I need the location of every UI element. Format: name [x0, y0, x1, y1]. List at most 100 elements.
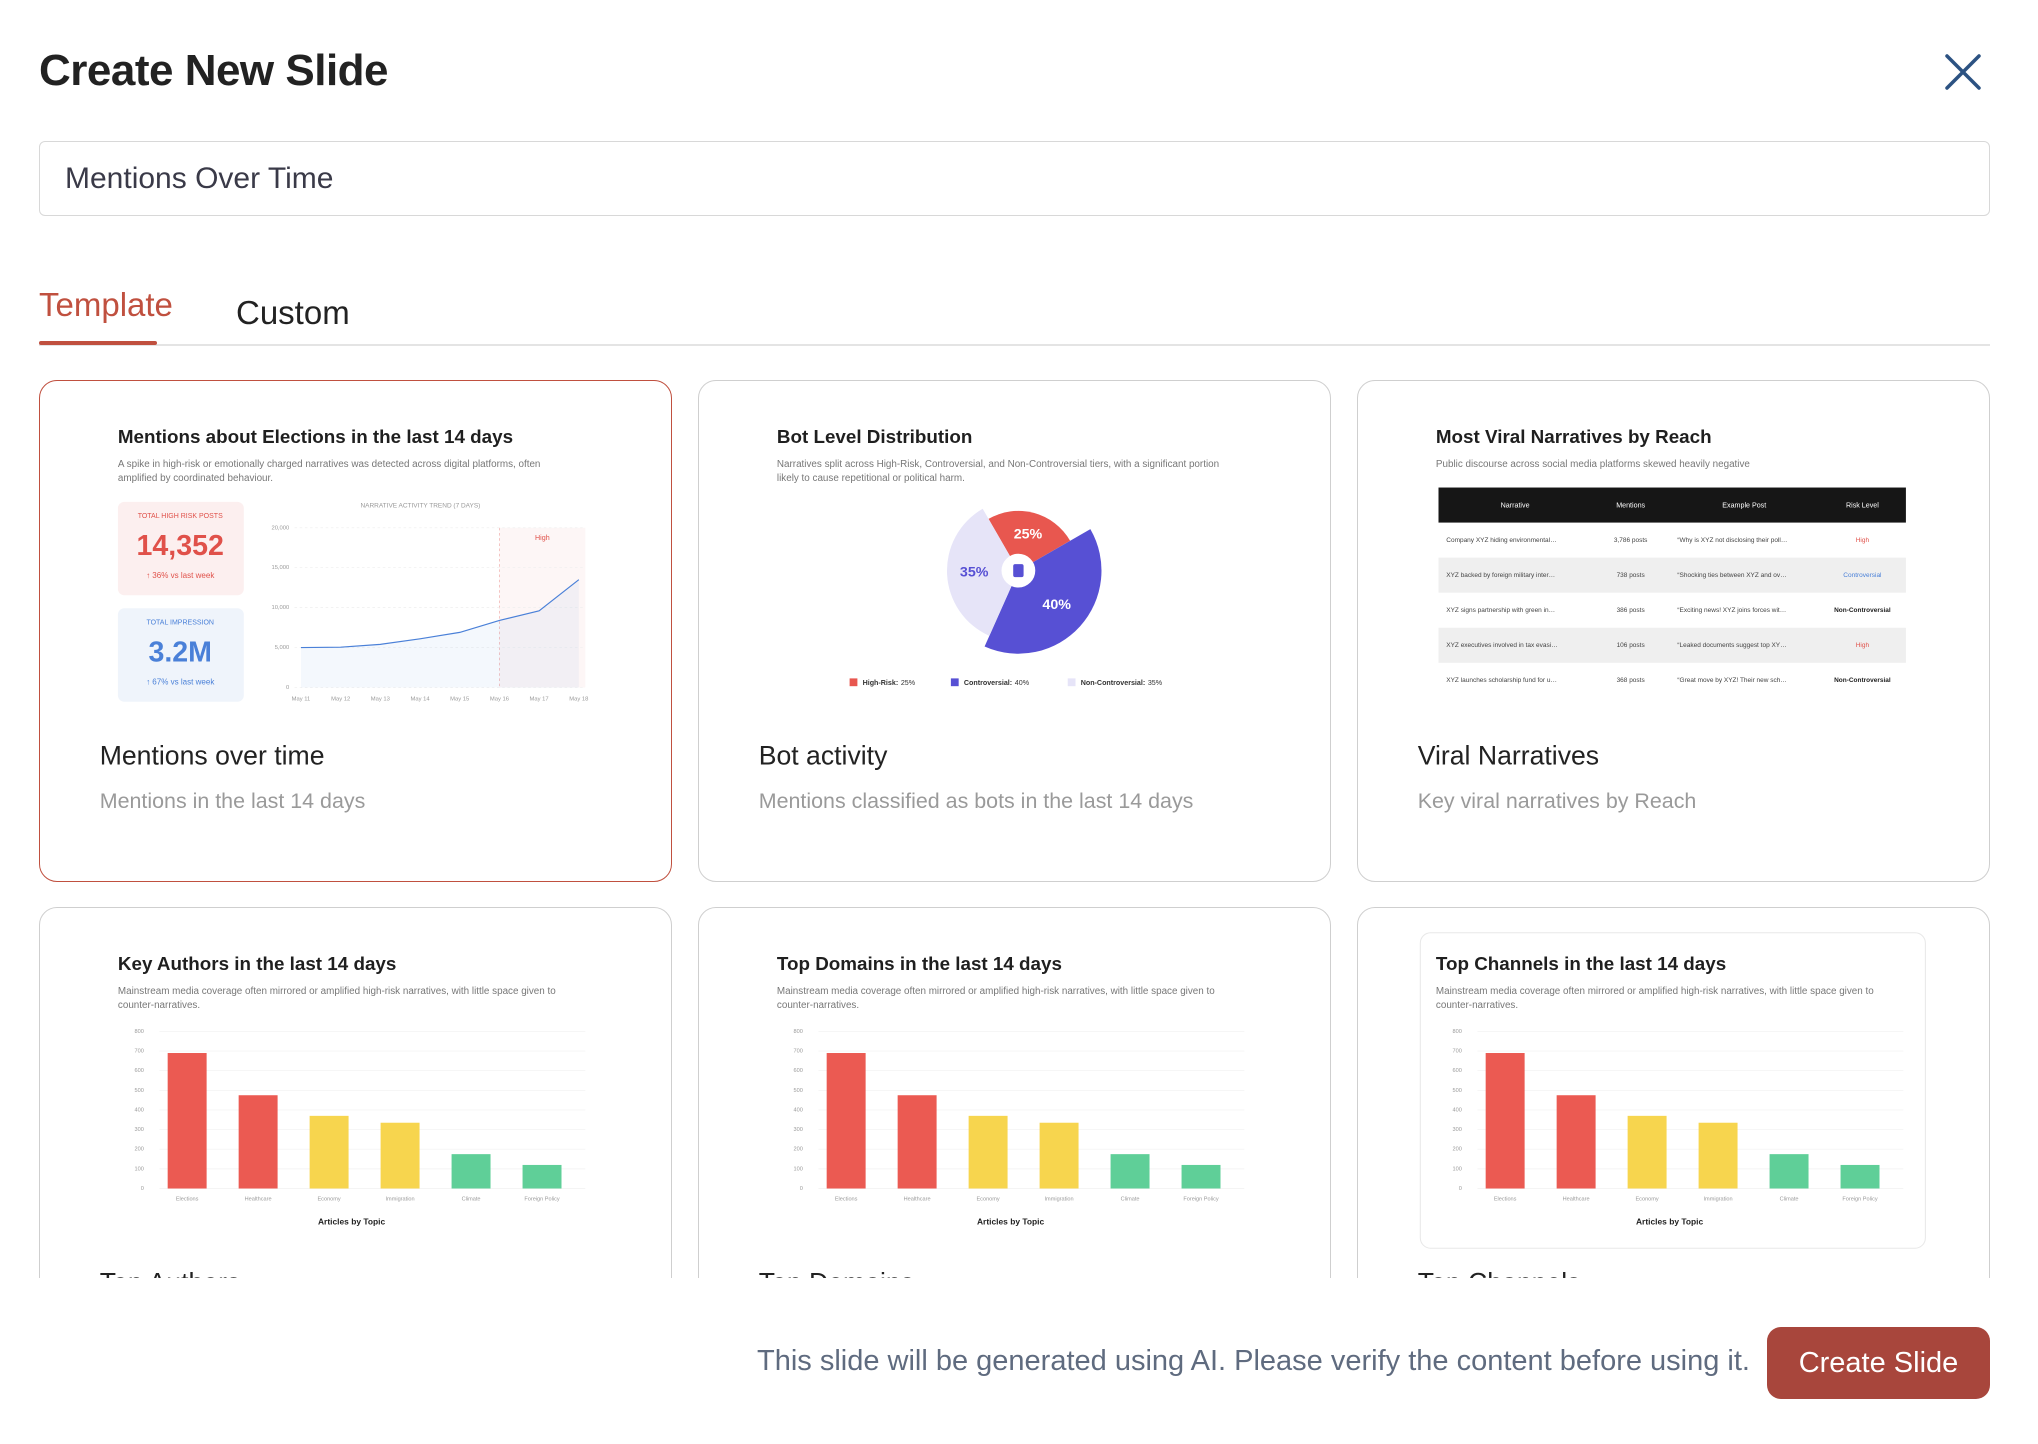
thumb-subtitle: Mainstream media coverage often mirrored… — [1435, 984, 1874, 1010]
x-tick-label: Healthcare — [904, 1196, 931, 1202]
y-tick-label: 300 — [794, 1127, 803, 1133]
bar — [451, 1154, 491, 1189]
x-tick-label: Foreign Policy — [524, 1196, 560, 1202]
bar — [1769, 1154, 1809, 1189]
template-card[interactable]: Top Channels in the last 14 days Mainstre… — [1357, 907, 1990, 1278]
thumb-title: Top Channels in the last 14 days — [1436, 953, 1726, 974]
table-cell: XYZ backed by foreign military inter… — [1446, 572, 1555, 579]
x-tick-label: Foreign Policy — [1842, 1196, 1878, 1202]
y-tick-label: 500 — [794, 1088, 803, 1094]
x-tick-label: Economy — [976, 1196, 999, 1202]
template-card[interactable]: Top Domains in the last 14 days Mainstrea… — [698, 907, 1331, 1278]
card-description: Mentions in the last 14 days — [99, 790, 366, 814]
table-row-bg — [1438, 557, 1906, 593]
table-cell: Controversial — [1843, 572, 1881, 579]
y-tick-label: 0 — [1459, 1186, 1462, 1192]
legend-text: Controversial: 40% — [964, 679, 1030, 687]
kpi-box — [117, 501, 244, 596]
bar — [1110, 1154, 1150, 1189]
y-tick-label: 20,000 — [271, 525, 290, 531]
table-cell: XYZ signs partnership with green in… — [1446, 607, 1555, 614]
table-cell: “Shocking ties between XYZ and ov… — [1677, 572, 1786, 579]
card-name: Top Domains — [759, 1268, 914, 1278]
y-tick-label: 700 — [135, 1049, 144, 1055]
table-cell: XYZ executives involved in tax evasi… — [1446, 642, 1557, 649]
slide-title-input[interactable]: Mentions Over Time — [39, 141, 1990, 216]
y-tick-label: 0 — [800, 1186, 803, 1192]
table-cell: “Why is XYZ not disclosing their poll… — [1677, 537, 1787, 544]
template-card[interactable]: Most Viral Narratives by Reach Public dis… — [1357, 380, 1990, 882]
x-tick-label: Immigration — [1704, 1196, 1733, 1202]
kpi-label: TOTAL HIGH RISK POSTS — [138, 513, 223, 520]
x-tick-label: Immigration — [1045, 1196, 1074, 1202]
create-slide-button[interactable]: Create Slide — [1767, 1327, 1990, 1399]
chart-frame — [1419, 932, 1926, 1249]
bar — [1698, 1122, 1738, 1189]
card-description-box: Key viral narratives by Reach — [1418, 790, 1697, 813]
table-cell: Non-Controversial — [1834, 607, 1891, 614]
trend-area — [300, 579, 579, 688]
bar — [309, 1115, 349, 1189]
slice-label: 40% — [1042, 597, 1071, 613]
pie-icon — [1013, 564, 1024, 578]
trend-line — [300, 579, 580, 649]
y-tick-label: 300 — [135, 1127, 144, 1133]
column-header: Example Post — [1722, 502, 1766, 510]
x-tick-label: Elections — [835, 1196, 858, 1202]
bar — [167, 1053, 207, 1189]
x-tick-label: Climate — [462, 1196, 481, 1202]
x-tick-label: May 17 — [530, 697, 549, 703]
x-tick-label: Climate — [1780, 1196, 1799, 1202]
kpi-box — [117, 608, 244, 702]
y-tick-label: 800 — [794, 1029, 803, 1035]
y-tick-label: 200 — [794, 1147, 803, 1153]
bar — [1840, 1164, 1880, 1189]
x-axis-label: Articles by Topic — [977, 1217, 1045, 1227]
bar — [1485, 1053, 1525, 1189]
column-header: Narrative — [1501, 502, 1530, 510]
x-tick-label: May 12 — [331, 697, 350, 703]
table-cell: High — [1856, 642, 1870, 649]
x-axis-label: Articles by Topic — [1636, 1217, 1704, 1227]
template-grid: Mentions about Elections in the last 14 … — [0, 378, 2038, 1278]
input-value: Mentions Over Time — [65, 162, 334, 195]
table-cell: Non-Controversial — [1834, 677, 1891, 684]
table-cell: “Great move by XYZ! Their new sch… — [1677, 677, 1786, 684]
bar — [826, 1053, 866, 1189]
legend-value: 35% — [1148, 679, 1163, 687]
pie-slice — [988, 510, 1071, 571]
thumb-subtitle: Mainstream media coverage often mirrored… — [776, 984, 1215, 1010]
card-name: Top Channels — [1418, 1268, 1581, 1278]
template-card[interactable]: Mentions about Elections in the last 14 … — [39, 380, 672, 882]
card-canvas: Bot Level Distribution Narratives split a… — [759, 426, 1219, 813]
table-cell: XYZ launches scholarship fund for u… — [1446, 677, 1557, 684]
x-axis-label: Articles by Topic — [318, 1217, 386, 1227]
close-button[interactable] — [1943, 52, 1983, 92]
legend-label: Controversial: — [964, 679, 1012, 687]
x-tick-label: May 15 — [450, 697, 469, 703]
tab[interactable]: Custom — [236, 294, 350, 331]
bar — [1039, 1122, 1079, 1189]
kpi-change: ↑ 67% vs last week — [146, 677, 215, 686]
x-tick-label: May 16 — [490, 697, 509, 703]
ai-note: This slide will be generated using AI. P… — [756, 1345, 1750, 1377]
y-tick-label: 600 — [135, 1068, 144, 1074]
tab-divider — [39, 344, 1990, 346]
slice-label: 25% — [1014, 527, 1043, 543]
legend-text: Non-Controversial: 35% — [1081, 679, 1163, 687]
y-tick-label: 200 — [135, 1147, 144, 1153]
tab[interactable]: Template — [39, 286, 173, 323]
card-canvas: Top Domains in the last 14 days Mainstrea… — [759, 953, 1245, 1278]
column-header: Mentions — [1616, 502, 1645, 510]
table-cell: “Leaked documents suggest top XY… — [1677, 642, 1786, 649]
template-card[interactable]: Bot Level Distribution Narratives split a… — [698, 380, 1331, 882]
table-row-bg — [1438, 627, 1906, 663]
x-tick-label: May 13 — [371, 697, 390, 703]
y-tick-label: 600 — [794, 1068, 803, 1074]
legend-swatch — [950, 678, 959, 687]
table-cell: Company XYZ hiding environmental… — [1446, 537, 1556, 544]
y-tick-label: 800 — [1453, 1029, 1462, 1035]
thumb-title: Most Viral Narratives by Reach — [1436, 426, 1712, 447]
template-card[interactable]: Key Authors in the last 14 days Mainstrea… — [39, 907, 672, 1278]
